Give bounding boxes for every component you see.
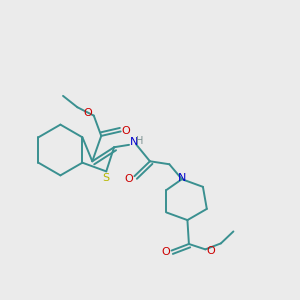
- Text: S: S: [103, 173, 110, 183]
- Text: O: O: [83, 108, 92, 118]
- Text: N: N: [130, 137, 138, 147]
- Text: N: N: [178, 173, 187, 183]
- Text: H: H: [136, 136, 144, 146]
- Text: O: O: [124, 174, 134, 184]
- Text: O: O: [122, 125, 130, 136]
- Text: O: O: [206, 246, 215, 256]
- Text: O: O: [162, 247, 171, 257]
